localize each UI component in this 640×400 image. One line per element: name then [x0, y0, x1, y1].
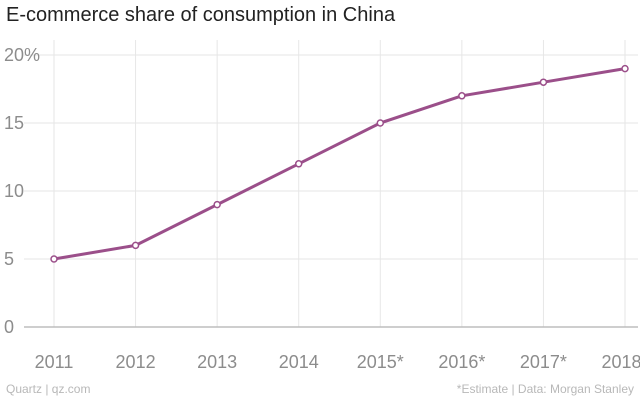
x-tick-label: 2011 — [35, 352, 74, 372]
x-tick-label: 2017* — [520, 352, 567, 372]
y-tick-label: 15 — [4, 113, 24, 133]
y-tick-label: 0 — [4, 317, 14, 337]
data-point — [621, 64, 629, 73]
data-point — [131, 241, 140, 250]
data-point — [458, 92, 466, 100]
x-tick-label: 2014 — [279, 352, 319, 372]
data-point — [376, 119, 385, 127]
y-tick-label: 5 — [4, 249, 14, 269]
chart-title: E-commerce share of consumption in China — [6, 4, 396, 26]
x-tick-label: 2016* — [438, 352, 485, 372]
data-note: *Estimate | Data: Morgan Stanley — [456, 382, 634, 396]
y-tick-label: 20% — [4, 45, 40, 65]
data-point — [294, 160, 303, 168]
x-tick-label: 2015* — [357, 352, 404, 372]
y-tick-label: 10 — [4, 181, 24, 201]
data-point — [50, 255, 58, 263]
x-tick-label: 2013 — [197, 352, 237, 372]
x-tick-label: 2018* — [601, 352, 640, 372]
data-point — [539, 78, 548, 86]
x-tick-label: 2012 — [116, 352, 156, 372]
series-line — [52, 67, 627, 261]
data-point — [213, 200, 221, 209]
source-credit: Quartz | qz.com — [6, 382, 91, 396]
